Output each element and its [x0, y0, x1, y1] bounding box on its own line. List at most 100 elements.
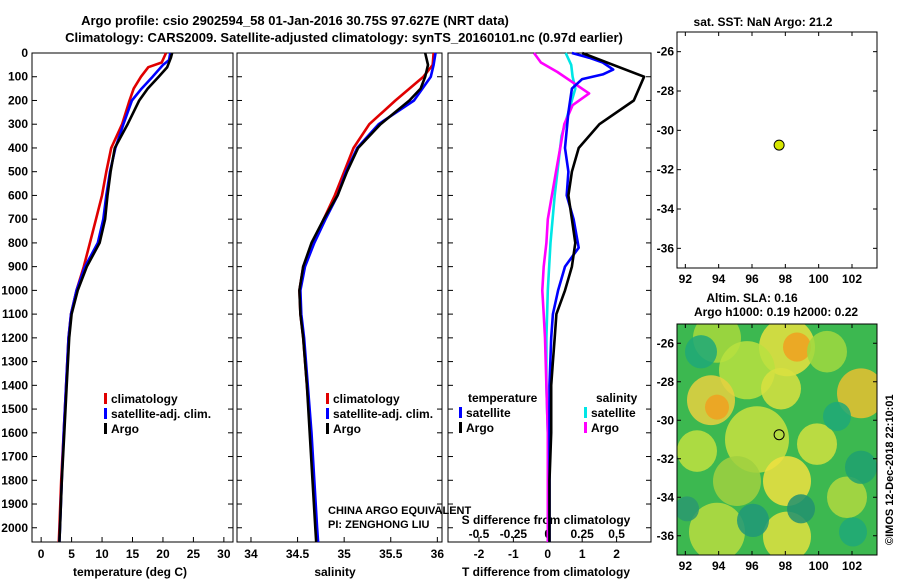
x-tick-label: 5: [68, 547, 75, 561]
x-tick-label: 92: [679, 559, 693, 573]
legend-title: salinity: [596, 391, 638, 405]
legend-swatch: [104, 423, 107, 434]
s-tick-label: 0.25: [571, 527, 595, 541]
x-tick-label: 0: [544, 547, 551, 561]
x-tick-label: 34: [244, 547, 258, 561]
series-climatology: [298, 52, 435, 543]
x-tick-label: 102: [842, 272, 862, 286]
legend-label: climatology: [111, 392, 178, 406]
y-tick-label: 900: [8, 260, 28, 274]
series-argo: [58, 52, 174, 543]
legend-t-label: Argo: [466, 421, 494, 435]
x-tick-label: 92: [679, 272, 693, 286]
x-tick-label: 100: [809, 272, 829, 286]
s-axis-title: S difference from climatology: [462, 513, 631, 527]
y-tick-label: 300: [8, 117, 28, 131]
series-t-argo: [548, 51, 646, 542]
argo-position-marker: [773, 429, 785, 441]
sla-heatmap: [677, 324, 877, 555]
heatmap-cell: [763, 456, 811, 507]
x-tick-label: 98: [779, 272, 793, 286]
y-tick-label: 800: [8, 236, 28, 250]
heatmap-cell: [845, 450, 877, 484]
heatmap-cell: [787, 494, 815, 524]
map-title: sat. SST: NaN Argo: 21.2: [694, 15, 833, 29]
legend-swatch: [326, 408, 329, 419]
map-frame: [676, 31, 878, 269]
legend-label: Argo: [111, 422, 139, 436]
x-tick-label: 2: [613, 547, 620, 561]
heatmap-cell: [827, 476, 867, 519]
x-tick-label: 0: [38, 547, 45, 561]
heatmap-cell: [677, 496, 699, 522]
figure-subtitle: Climatology: CARS2009. Satellite-adjuste…: [65, 30, 623, 45]
salinity-panel: 34 34.5 35 35.5 36 salinity climatologysatelli…: [236, 52, 471, 579]
heatmap-cell: [783, 332, 811, 362]
series-satellite: [299, 52, 437, 543]
y-tick-label: 1700: [1, 450, 28, 464]
heatmap-cell: [761, 367, 801, 410]
y-tick-label: -36: [657, 241, 675, 255]
heatmap-cell: [839, 517, 867, 547]
y-tick-label: -32: [657, 163, 675, 177]
y-tick-label: 1000: [1, 283, 28, 297]
s-tick-label: -0.25: [500, 527, 528, 541]
y-tick-label: -26: [657, 45, 675, 59]
y-tick-label: 1200: [1, 331, 28, 345]
y-tick-label: -28: [657, 84, 675, 98]
difference-panel: -2 -1 0 1 2-0.5 -0.25 0 0.25 0.5S difference fro…: [447, 51, 652, 579]
x-tick-label: 20: [156, 547, 170, 561]
series-argo: [298, 52, 430, 543]
heatmap-cell: [737, 503, 769, 537]
y-tick-label: 1100: [2, 307, 28, 321]
y-tick-label: 1300: [1, 355, 28, 369]
map-frame: [676, 323, 878, 556]
y-tick-label: 600: [8, 188, 28, 202]
x-axis-title: T difference from climatology: [462, 565, 630, 579]
x-tick-label: 96: [745, 272, 759, 286]
y-tick-label: -34: [657, 490, 675, 504]
legend-title: temperature: [468, 391, 538, 405]
y-tick-label: 1400: [1, 378, 28, 392]
legend-label: climatology: [333, 392, 400, 406]
map-subtitle: Argo h1000: 0.19 h2000: 0.22: [694, 305, 858, 319]
y-tick-label: 2000: [1, 521, 28, 535]
legend-swatch: [326, 423, 329, 434]
x-tick-label: 35: [337, 547, 351, 561]
y-tick-label: 1900: [1, 497, 28, 511]
y-tick-label: 500: [8, 165, 28, 179]
heatmap-cell: [725, 406, 789, 473]
x-tick-label: 15: [126, 547, 140, 561]
heatmap-cell: [685, 335, 717, 369]
series-s-argo: [532, 52, 591, 542]
legend-t-swatch: [459, 422, 462, 433]
y-tick-label: -36: [657, 529, 675, 543]
x-axis-title: temperature (deg C): [73, 565, 187, 579]
y-tick-label: -28: [657, 375, 675, 389]
sst-map-panel: sat. SST: NaN Argo: 21.2 92 94 96 98 100 102 -2…: [657, 15, 878, 286]
x-tick-label: 100: [809, 559, 829, 573]
y-tick-label: -30: [657, 123, 675, 137]
series-t-satellite: [548, 51, 615, 542]
legend-t-swatch: [459, 407, 462, 418]
x-tick-label: 96: [745, 559, 759, 573]
y-tick-label: -30: [657, 413, 675, 427]
legend-label: Argo: [333, 422, 361, 436]
legend-s-swatch: [584, 407, 587, 418]
heatmap-cell: [837, 368, 877, 419]
x-tick-label: 10: [95, 547, 109, 561]
y-tick-label: 1600: [1, 426, 28, 440]
legend-t-label: satellite: [466, 406, 511, 420]
figure-title: Argo profile: csio 2902594_58 01-Jan-201…: [81, 13, 509, 28]
legend-s-label: Argo: [591, 421, 619, 435]
x-tick-label: 25: [187, 547, 201, 561]
y-tick-label: 400: [8, 141, 28, 155]
x-tick-label: 102: [842, 559, 862, 573]
heatmap-cell: [719, 341, 775, 400]
x-tick-label: 34.5: [286, 547, 310, 561]
x-tick-label: 35.5: [379, 547, 403, 561]
temperature-panel: 0100200300400500600700800900100011001200…: [1, 46, 234, 579]
credit-line: CHINA ARGO EQUIVALENT: [328, 505, 471, 517]
plot-frame: [236, 52, 443, 543]
x-axis-title: salinity: [314, 565, 356, 579]
